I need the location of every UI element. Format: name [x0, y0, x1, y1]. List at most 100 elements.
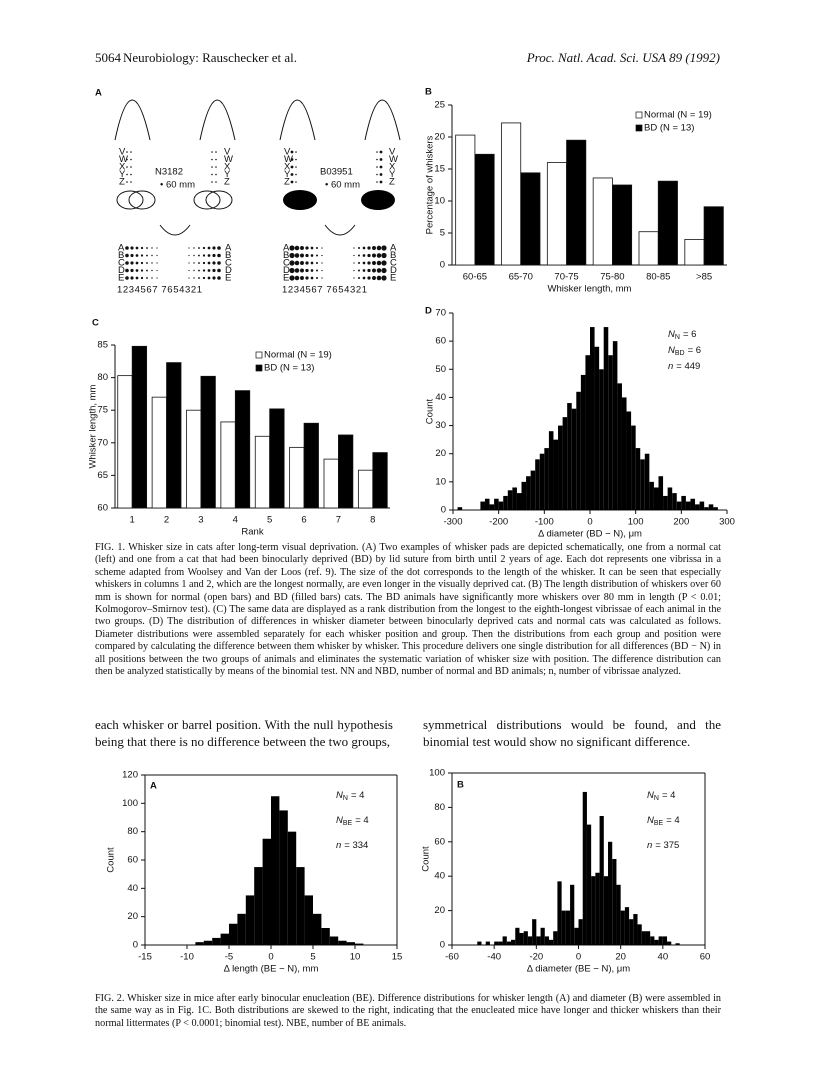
whisker-dot	[367, 261, 371, 265]
whisker-dot	[146, 247, 148, 249]
histogram-bar	[637, 924, 642, 945]
histogram-bar	[603, 327, 609, 510]
histogram-bar	[650, 936, 655, 945]
whisker-dot	[193, 269, 195, 272]
whisker-dot	[372, 253, 376, 258]
histogram-bar	[515, 927, 520, 945]
y-axis-label: Count	[425, 398, 436, 424]
panel-label: D	[425, 306, 432, 317]
histogram-bar	[195, 942, 204, 945]
histogram-bar	[544, 448, 549, 510]
histogram-bar	[667, 941, 672, 945]
annotation: n = 375	[647, 840, 679, 851]
bar	[220, 421, 236, 509]
nose-arc	[279, 99, 316, 141]
y-tick-label: 100	[122, 798, 138, 809]
whisker-dot	[126, 151, 128, 153]
annotation: NBD = 6	[668, 345, 701, 357]
whisker-dot	[125, 246, 129, 250]
histogram-bar	[553, 439, 559, 510]
whisker-dot	[362, 269, 366, 272]
histogram-bar	[567, 403, 572, 510]
annotation-subscript: N	[654, 795, 659, 802]
histogram-bar	[645, 931, 651, 945]
histogram-bar	[658, 476, 664, 510]
y-axis-label: Count	[421, 846, 432, 872]
whisker-dot	[126, 173, 128, 176]
y-tick-label: 10	[435, 476, 446, 487]
y-tick-label: 0	[440, 260, 445, 271]
whisker-dot	[358, 247, 360, 249]
histogram-bar	[576, 391, 581, 510]
y-tick-label: 80	[434, 802, 445, 813]
y-axis-label: Whisker length, mm	[88, 384, 99, 468]
journal: Proc. Natl. Acad. Sci. USA 89 (1992)	[526, 50, 720, 65]
legend-swatch	[635, 124, 643, 132]
histogram-bar	[658, 936, 663, 945]
histogram-bar	[612, 859, 617, 945]
y-tick-label: 15	[434, 164, 445, 175]
histogram-bar	[594, 346, 600, 510]
nose-arc	[364, 99, 401, 141]
whisker-dot	[146, 277, 148, 279]
x-axis-label: Δ diameter (BE − N), μm	[527, 964, 631, 975]
whisker-dot	[130, 261, 134, 265]
whisker-dot	[212, 261, 216, 265]
row-label: Y	[284, 169, 291, 180]
row-label: D	[283, 265, 290, 276]
y-tick-label: 10	[434, 196, 445, 207]
x-tick-label: 70-75	[554, 272, 578, 283]
row-label: C	[225, 258, 232, 269]
bar	[131, 345, 148, 509]
histogram-bar	[612, 341, 618, 510]
histogram-bar	[507, 490, 513, 510]
histogram-bar	[338, 940, 347, 945]
histogram-bar	[654, 939, 659, 945]
y-tick-label: 65	[97, 470, 108, 481]
annotation-symbol: n	[647, 840, 652, 851]
x-tick-label: 6	[301, 515, 306, 526]
whisker-dot	[295, 166, 297, 168]
histogram-bar	[457, 507, 463, 510]
whisker-dot	[362, 254, 366, 257]
bar	[474, 153, 495, 266]
histogram-bar	[321, 928, 330, 945]
x-tick-label: -15	[138, 952, 152, 963]
annotation-value: = 334	[344, 840, 368, 851]
row-label: W	[224, 154, 233, 165]
histogram-bar	[621, 397, 627, 510]
histogram-bar	[681, 495, 686, 510]
whisker-dot	[135, 246, 139, 250]
x-tick-label: -300	[443, 517, 462, 528]
whisker-dot	[130, 151, 132, 153]
y-tick-label: 70	[435, 308, 446, 319]
eye	[128, 190, 156, 210]
histogram-bar	[626, 411, 632, 510]
row-label: C	[283, 258, 290, 269]
histogram-bar	[503, 495, 508, 510]
row-label: C	[390, 258, 397, 269]
y-tick-label: 30	[435, 420, 446, 431]
scale: • 60 mm	[325, 180, 360, 191]
row-label: B	[390, 250, 396, 261]
whisker-dot	[156, 254, 158, 257]
whisker-dot	[198, 262, 200, 264]
bar	[254, 435, 271, 509]
whisker-dot	[188, 269, 190, 272]
whisker-dot	[156, 247, 158, 249]
whisker-dot	[151, 262, 153, 264]
whisker-dot	[353, 262, 355, 264]
whisker-dot	[211, 151, 213, 153]
row-label: E	[390, 273, 396, 284]
histogram-bar	[523, 931, 528, 945]
whisker-dot	[294, 260, 300, 266]
whisker-dot	[211, 166, 213, 168]
whisker-dot	[294, 253, 300, 258]
nose-arc	[114, 99, 151, 141]
histogram-bar	[704, 507, 709, 510]
histogram-bar	[511, 939, 516, 945]
row-label: E	[118, 273, 124, 284]
bar	[703, 206, 724, 266]
whisker-dot	[376, 173, 378, 176]
row-label: A	[390, 243, 397, 254]
